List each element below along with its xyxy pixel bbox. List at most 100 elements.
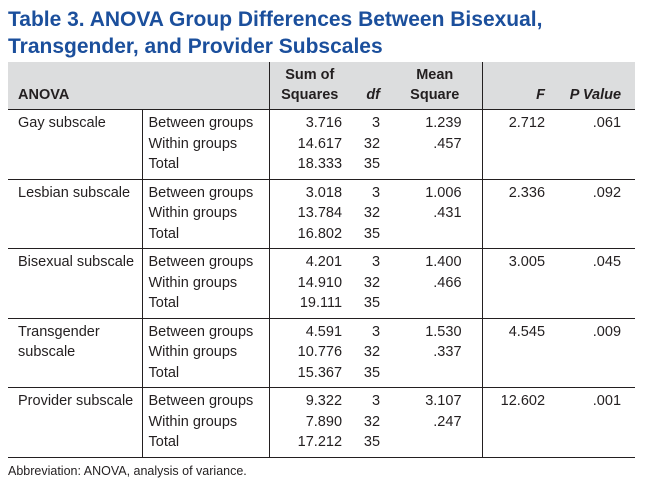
df-cell: 3 xyxy=(371,254,381,270)
component-cell: Within groups xyxy=(141,203,270,224)
df-cell: 35 xyxy=(363,434,381,450)
df-cell: 3 xyxy=(371,184,381,201)
mean-square-cell: 3.107 xyxy=(425,393,462,409)
f-cell xyxy=(481,432,554,457)
sum-of-squares-cell: 10.776 xyxy=(268,342,351,363)
f-cell: 2.336 xyxy=(481,179,554,203)
p-value-cell xyxy=(553,342,635,363)
table-header: ANOVA Sum of Squares df Mean Square F P … xyxy=(8,62,636,110)
header-f: F xyxy=(481,62,554,110)
component-cell: Within groups xyxy=(141,411,270,432)
df-cell: 32 xyxy=(363,344,381,360)
sum-of-squares-cell: 3.018 xyxy=(268,179,351,203)
subscale-name: Provider subscale xyxy=(18,393,134,409)
df-cell: 32 xyxy=(363,413,381,430)
anova-table-container: ANOVA Sum of Squares df Mean Square F P … xyxy=(8,62,636,458)
f-cell: 4.545 xyxy=(481,318,554,342)
f-cell: 3.005 xyxy=(481,248,554,273)
mean-square-cell: .457 xyxy=(433,135,462,152)
sum-of-squares-cell: 19.111 xyxy=(268,293,351,318)
df-cell: 35 xyxy=(363,225,381,242)
sum-of-squares-cell: 17.212 xyxy=(268,432,351,457)
subscale-name: Bisexual subscale xyxy=(18,254,135,270)
p-value-cell xyxy=(553,412,635,433)
table-row: Total 19.111 35 xyxy=(8,293,636,318)
subscale-name: Gay subscale xyxy=(18,115,106,131)
mean-square-cell xyxy=(388,432,482,457)
component-cell: Total xyxy=(141,293,270,318)
table-row: Total 16.802 35 xyxy=(8,223,636,249)
sum-of-squares-cell: 16.802 xyxy=(268,223,351,249)
table-row: Within groups 14.910 32 .466 xyxy=(8,272,635,294)
subscale-name: Lesbian subscale xyxy=(18,184,131,201)
p-value-cell xyxy=(553,224,635,249)
f-cell xyxy=(481,411,554,432)
f-cell: 12.602 xyxy=(481,387,554,412)
f-cell xyxy=(481,203,554,224)
table-row: Total 15.367 35 xyxy=(8,362,636,388)
mean-square-cell: .337 xyxy=(433,344,462,360)
p-value-cell xyxy=(553,273,635,294)
component-cell: Total xyxy=(141,362,270,388)
sum-of-squares-cell: 4.591 xyxy=(268,318,351,342)
header-anova: ANOVA xyxy=(8,62,270,110)
header-df: df xyxy=(350,62,389,110)
mean-square-cell: .466 xyxy=(433,274,462,291)
df-cell: 3 xyxy=(371,393,381,409)
df-cell: 3 xyxy=(371,323,381,340)
sum-of-squares-cell: 7.890 xyxy=(268,411,351,432)
table-row: Gay subscale Between groups 3.716 3 1.239 2.7… xyxy=(8,109,635,134)
footnote: Abbreviation: ANOVA, analysis of varianc… xyxy=(8,464,247,478)
p-value-cell xyxy=(553,293,635,318)
table-row: Provider subscale Between groups 9.322 3 3.1… xyxy=(8,387,635,412)
component-cell: Between groups xyxy=(141,109,270,134)
sum-of-squares-cell: 15.367 xyxy=(268,362,351,388)
component-cell: Between groups xyxy=(141,248,270,273)
p-value-cell xyxy=(553,154,635,179)
component-cell: Between groups xyxy=(141,387,270,412)
f-cell xyxy=(481,293,554,318)
header-row: ANOVA Sum of Squares df Mean Square F P … xyxy=(8,62,636,110)
component-cell: Total xyxy=(141,154,270,179)
mean-square-cell xyxy=(388,224,482,249)
f-cell xyxy=(481,362,554,388)
component-cell: Total xyxy=(141,432,270,457)
table-row: Within groups 10.776 32 .337 xyxy=(8,342,635,363)
sum-of-squares-cell: 9.322 xyxy=(268,387,351,412)
df-cell: 35 xyxy=(363,364,381,381)
component-cell: Within groups xyxy=(141,342,270,363)
df-cell: 3 xyxy=(371,115,381,131)
table-row: Within groups 14.617 32 .457 xyxy=(8,133,635,154)
p-value-cell xyxy=(553,203,635,224)
sum-of-squares-cell: 13.784 xyxy=(268,203,351,224)
table-row: Within groups 13.784 32 .431 xyxy=(8,203,635,224)
df-cell: 32 xyxy=(363,135,381,152)
header-df-text: df xyxy=(366,87,381,103)
df-cell: 32 xyxy=(363,274,381,291)
header-p-value-text: P Value xyxy=(569,87,622,103)
mean-square-cell xyxy=(388,293,482,318)
p-value-cell: .001 xyxy=(592,393,622,409)
f-cell xyxy=(481,154,554,179)
sum-of-squares-cell: 14.910 xyxy=(268,272,351,293)
component-cell: Total xyxy=(141,223,270,249)
table-body: Gay subscale Between groups 3.716 3 1.239 2.7… xyxy=(8,109,636,457)
p-value-cell: .092 xyxy=(592,184,622,201)
anova-table: ANOVA Sum of Squares df Mean Square F P … xyxy=(8,62,636,458)
component-cell: Between groups xyxy=(141,179,270,203)
p-value-cell xyxy=(553,432,635,457)
f-cell xyxy=(481,272,554,293)
header-sum-of-squares: Sum of Squares xyxy=(268,62,351,110)
p-value-cell xyxy=(553,363,635,388)
subscale-name: Transgender subscale xyxy=(18,323,100,361)
df-cell: 35 xyxy=(363,295,381,311)
p-value-cell: .045 xyxy=(592,254,622,270)
table-row: Within groups 7.890 32 .247 xyxy=(8,411,635,433)
sum-of-squares-cell: 14.617 xyxy=(268,133,351,154)
table-row: Lesbian subscale Between groups 3.018 3 1.00… xyxy=(8,179,635,203)
sum-of-squares-cell: 3.716 xyxy=(268,109,351,134)
sum-of-squares-cell: 4.201 xyxy=(268,248,351,273)
component-cell: Between groups xyxy=(141,318,270,342)
f-cell xyxy=(481,223,554,249)
mean-square-cell: 1.530 xyxy=(425,323,462,340)
